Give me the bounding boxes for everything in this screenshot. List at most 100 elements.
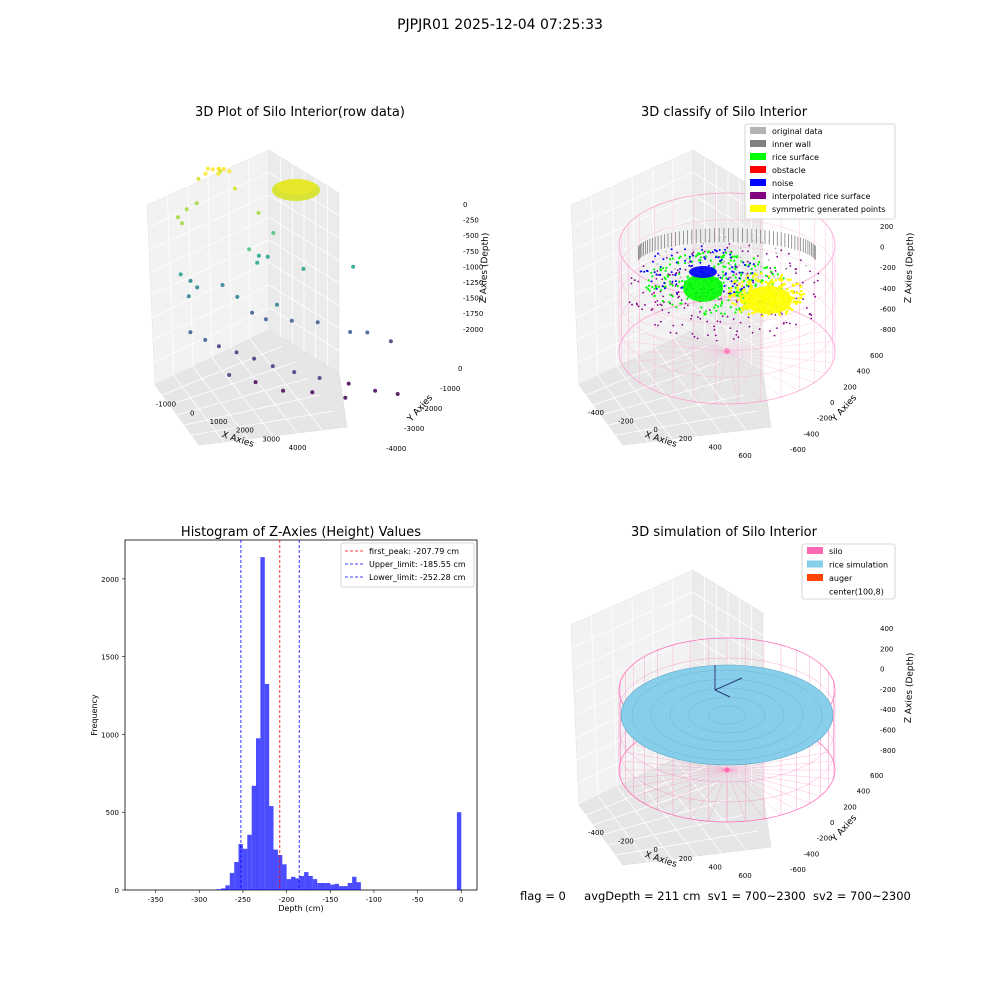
- classified-point: [730, 294, 734, 297]
- classified-point: [720, 256, 723, 259]
- classified-point: [752, 257, 756, 260]
- classified-point: [810, 314, 813, 316]
- data-point: [235, 294, 240, 299]
- floor-spoke: [621, 351, 728, 363]
- classified-point: [778, 278, 781, 281]
- tick-label: -400: [803, 430, 819, 438]
- classified-point: [679, 255, 682, 258]
- classified-point: [722, 290, 725, 293]
- classified-point: [746, 307, 749, 311]
- classified-point: [698, 252, 702, 255]
- data-point: [253, 380, 258, 385]
- data-point: [270, 364, 275, 369]
- floor-spoke: [654, 313, 728, 353]
- legend: silo rice simulation auger center(100,8): [801, 543, 896, 600]
- classified-point: [651, 293, 654, 296]
- x-tick-label: -150: [322, 896, 338, 904]
- classified-point: [720, 258, 723, 261]
- classified-point: [699, 317, 702, 320]
- classified-point: [672, 324, 675, 327]
- classified-point: [701, 248, 704, 251]
- data-point: [250, 310, 255, 315]
- classified-point: [661, 300, 665, 303]
- data-point: [184, 207, 189, 212]
- classified-point: [669, 258, 672, 261]
- classified-point: [691, 252, 693, 255]
- classified-point: [723, 285, 726, 287]
- gridline: [577, 307, 764, 363]
- classified-point: [738, 277, 741, 280]
- classified-point: [732, 318, 735, 320]
- center-marker: [724, 348, 730, 354]
- classified-point: [813, 281, 816, 284]
- classified-point: [780, 273, 784, 277]
- tick-label: -600: [790, 446, 806, 454]
- classified-point: [686, 275, 690, 278]
- classified-point: [717, 297, 720, 300]
- legend-swatch: [807, 560, 823, 568]
- classified-point: [747, 250, 749, 253]
- legend-swatch: [750, 153, 766, 160]
- classified-point: [733, 255, 736, 258]
- x-tick-label: -100: [366, 896, 382, 904]
- classified-point: [676, 269, 679, 272]
- classified-point: [798, 301, 802, 304]
- histogram-bar: [330, 884, 335, 890]
- classified-point: [719, 260, 722, 263]
- classified-point: [732, 271, 735, 274]
- classified-point: [751, 272, 754, 274]
- classified-point: [699, 261, 702, 264]
- z-axis-label: Z Axies (Depth): [479, 233, 491, 304]
- classified-point: [693, 335, 696, 338]
- classified-point: [754, 284, 757, 287]
- classified-point: [631, 303, 633, 306]
- classified-point: [678, 256, 681, 260]
- tick-label: -1000: [440, 385, 460, 393]
- classified-point: [669, 331, 672, 334]
- classified-point: [633, 279, 636, 282]
- floor-spoke: [726, 351, 826, 374]
- classified-point: [744, 305, 748, 309]
- classified-point: [646, 270, 649, 273]
- gridline: [573, 217, 764, 273]
- classified-point: [796, 300, 800, 304]
- classified-point: [664, 269, 667, 272]
- floor-spoke: [726, 351, 833, 363]
- classified-point: [654, 255, 657, 258]
- classified-point: [713, 325, 715, 328]
- y-axis-label: Y Axies: [829, 393, 859, 425]
- histogram-bar: [347, 883, 353, 890]
- depth-histogram: Histogram of Z-Axies (Height) Values -35…: [90, 525, 478, 913]
- tick-label: 200: [843, 383, 856, 391]
- classified-point: [741, 287, 743, 290]
- classified-point: [692, 250, 695, 252]
- classified-point: [688, 257, 691, 260]
- classified-point: [684, 302, 687, 305]
- classified-point: [743, 291, 746, 295]
- classified-point: [795, 297, 798, 300]
- classified-point: [777, 277, 779, 279]
- classified-point: [664, 287, 666, 290]
- classified-point: [755, 269, 757, 272]
- classified-point: [812, 293, 815, 296]
- classified-point: [644, 304, 646, 306]
- classified-point: [709, 259, 712, 262]
- classified-point: [735, 273, 738, 275]
- legend-swatch: [807, 547, 823, 554]
- classified-point: [729, 306, 732, 309]
- histogram-bar: [339, 886, 344, 890]
- classified-point: [750, 285, 754, 289]
- classified-point: [642, 291, 645, 294]
- classified-point: [763, 237, 766, 240]
- data-point: [289, 318, 294, 323]
- data-point: [234, 350, 239, 355]
- classified-point: [738, 310, 742, 313]
- classified-point: [707, 334, 709, 337]
- classified-point: [733, 291, 736, 294]
- classified-point: [765, 266, 768, 270]
- classified-point: [635, 302, 638, 305]
- rice-surface-core: [683, 274, 723, 302]
- classified-point: [642, 265, 645, 267]
- gridline: [571, 172, 764, 228]
